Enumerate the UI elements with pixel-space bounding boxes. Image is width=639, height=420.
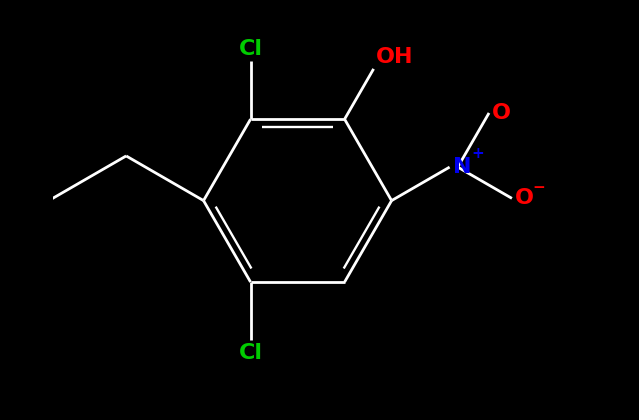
Text: +: + <box>472 146 484 161</box>
Text: O: O <box>492 103 511 123</box>
Text: O: O <box>515 188 534 208</box>
Text: −: − <box>532 180 545 194</box>
Text: Cl: Cl <box>238 39 263 59</box>
Text: Cl: Cl <box>238 343 263 362</box>
Text: OH: OH <box>376 47 413 67</box>
Text: N: N <box>453 157 471 177</box>
